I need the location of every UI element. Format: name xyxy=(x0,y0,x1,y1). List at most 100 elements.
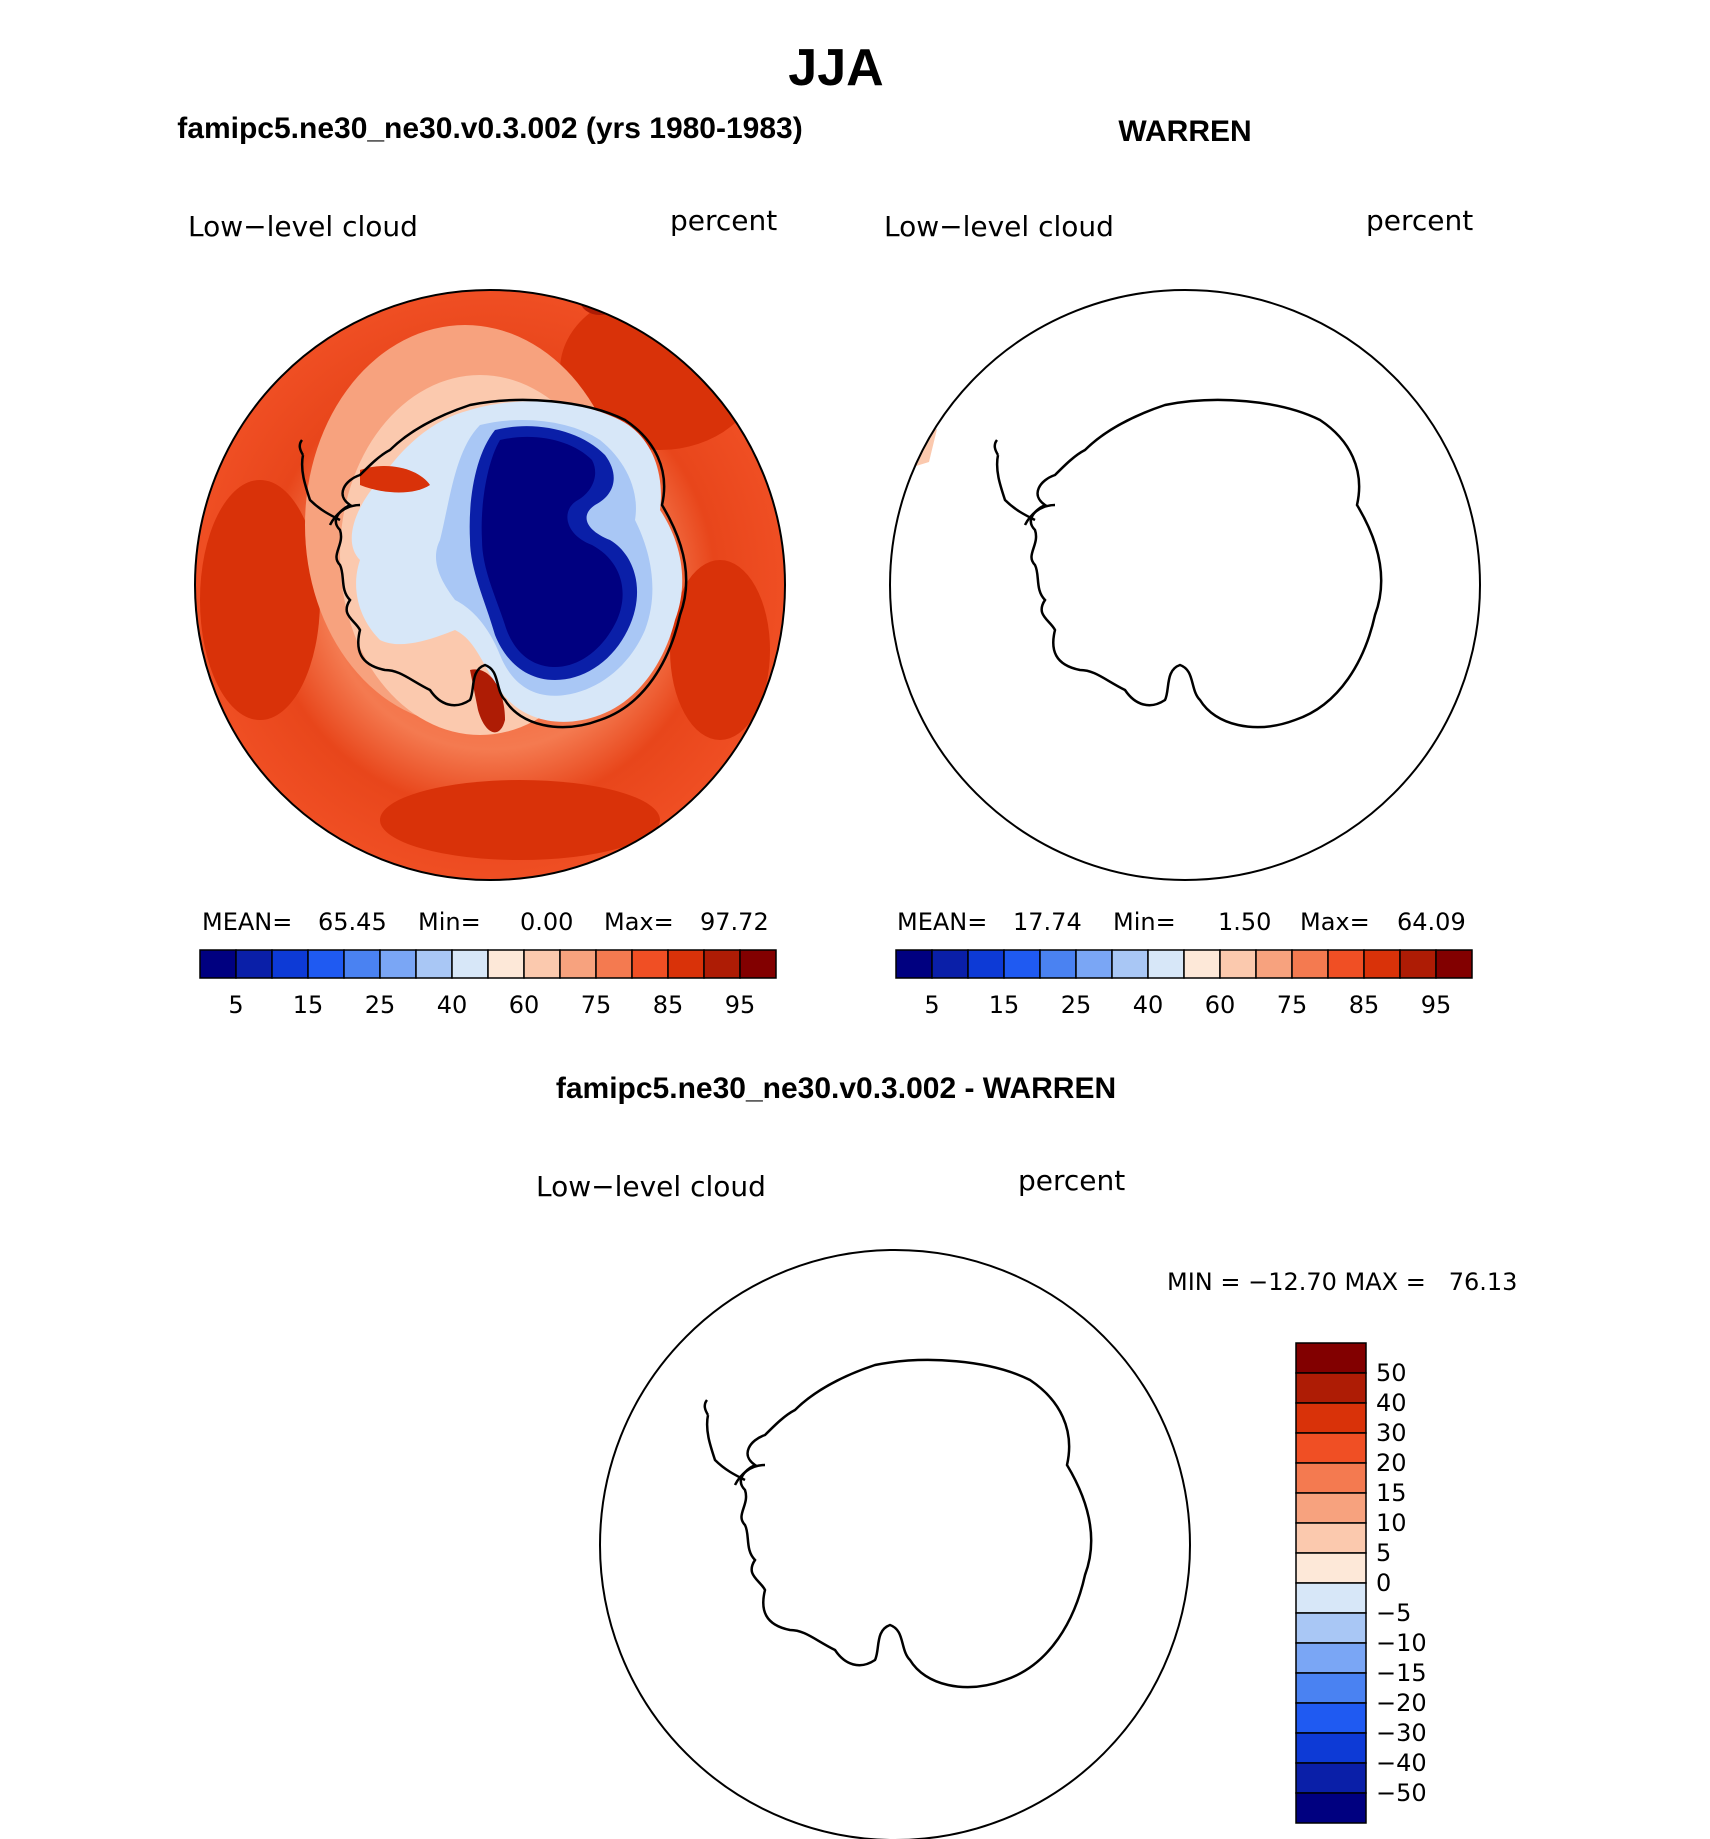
colorbar-box xyxy=(415,949,453,979)
colorbar-tick-label: −20 xyxy=(1376,1689,1427,1717)
antarctica-outline xyxy=(1029,398,1383,729)
colorbar-tick-label: 60 xyxy=(509,991,540,1019)
colorbar-box xyxy=(1003,949,1041,979)
cloud-patch xyxy=(380,780,660,860)
colorbar-tick-label: −50 xyxy=(1376,1779,1427,1807)
colorbar-box xyxy=(1255,949,1293,979)
colorbar-box xyxy=(1363,949,1401,979)
colorbar-tick-label: 25 xyxy=(365,991,396,1019)
colorbar-box xyxy=(1435,949,1473,979)
mean-value: 65.45 xyxy=(318,908,387,936)
colorbar-tick-label: 85 xyxy=(653,991,684,1019)
max-label: Max= xyxy=(1300,908,1370,936)
max-value: 97.72 xyxy=(700,908,769,936)
colorbar-box xyxy=(1295,1672,1367,1704)
colorbar-tick-label: 15 xyxy=(1376,1479,1407,1507)
panel-model-variable: Low−level cloud xyxy=(188,210,418,243)
colorbar-box xyxy=(667,949,705,979)
continent-low-cloud xyxy=(481,436,623,668)
panel-diff-units: percent xyxy=(1018,1164,1125,1197)
panel-model-title: famipc5.ne30_ne30.v0.3.002 (yrs 1980-198… xyxy=(177,112,802,145)
min-label: Min= xyxy=(1113,908,1176,936)
colorbar-box xyxy=(1327,949,1365,979)
colorbar-tick-label: 25 xyxy=(1061,991,1092,1019)
panel-model-map xyxy=(195,290,785,880)
colorbar-box xyxy=(1295,1342,1367,1374)
colorbar-box xyxy=(1295,1402,1367,1434)
colorbar-tick-label: 15 xyxy=(293,991,324,1019)
colorbar-tick-label: 5 xyxy=(1376,1539,1391,1567)
colorbar-tick-label: 15 xyxy=(989,991,1020,1019)
colorbar-box xyxy=(967,949,1005,979)
map-boundary xyxy=(194,289,786,881)
colorbar-tick-label: 75 xyxy=(581,991,612,1019)
antarctic-peninsula xyxy=(993,439,1056,526)
colorbar-box xyxy=(559,949,597,979)
min-label: Min= xyxy=(418,908,481,936)
colorbar-tick-label: 30 xyxy=(1376,1419,1407,1447)
colorbar-box xyxy=(1295,1612,1367,1644)
colorbar-box xyxy=(487,949,525,979)
colorbar-box xyxy=(1291,949,1329,979)
colorbar-tick-label: 75 xyxy=(1277,991,1308,1019)
colorbar-box xyxy=(451,949,489,979)
colorbar-box xyxy=(1295,1762,1367,1794)
colorbar-tick-label: 10 xyxy=(1376,1509,1407,1537)
colorbar-tick-label: 20 xyxy=(1376,1449,1407,1477)
cloud-patch xyxy=(360,465,430,493)
colorbar-box xyxy=(931,949,969,979)
panel-diff-title: famipc5.ne30_ne30.v0.3.002 - WARREN xyxy=(556,1072,1116,1105)
min-value: 1.50 xyxy=(1218,908,1271,936)
colorbar-tick-label: 5 xyxy=(228,991,243,1019)
panel-obs-title: WARREN xyxy=(1118,115,1251,148)
colorbar-box xyxy=(1295,1462,1367,1494)
mean-value: 17.74 xyxy=(1013,908,1082,936)
colorbar-box xyxy=(271,949,309,979)
colorbar-box xyxy=(1295,1642,1367,1674)
colorbar-box xyxy=(895,949,933,979)
figure-title: JJA xyxy=(788,39,883,97)
colorbar-tick-label: −15 xyxy=(1376,1659,1427,1687)
colorbar-tick-label: −10 xyxy=(1376,1629,1427,1657)
colorbar-box xyxy=(1111,949,1149,979)
colorbar-tick-label: 40 xyxy=(1133,991,1164,1019)
colorbar-box xyxy=(1039,949,1077,979)
colorbar-tick-label: 5 xyxy=(924,991,939,1019)
panel-model-stats: MEAN= 65.45 Min= 0.00 Max= 97.72 xyxy=(202,908,769,936)
antarctic-peninsula xyxy=(703,1399,766,1486)
colorbar-tick-label: 85 xyxy=(1349,991,1380,1019)
colorbar-box xyxy=(199,949,237,979)
colorbar-tick-label: −30 xyxy=(1376,1719,1427,1747)
colorbar-box xyxy=(523,949,561,979)
antarctic-peninsula xyxy=(298,439,361,526)
antarctica-outline xyxy=(739,1358,1093,1689)
colorbar-box xyxy=(1295,1582,1367,1614)
panel-obs-units: percent xyxy=(1366,204,1473,237)
colorbar-box xyxy=(1295,1432,1367,1464)
colorbar-box xyxy=(595,949,633,979)
max-value: 64.09 xyxy=(1397,908,1466,936)
cloud-patch xyxy=(470,669,505,733)
colorbar-box xyxy=(1295,1702,1367,1734)
colorbar-box xyxy=(1399,949,1437,979)
colorbar-box xyxy=(1295,1792,1367,1824)
panel-model-colorbar: 5 15 25 40 60 75 85 95 xyxy=(199,949,777,1019)
colorbar-box xyxy=(1219,949,1257,979)
colorbar-tick-label: 50 xyxy=(1376,1359,1407,1387)
colorbar-tick-label: 95 xyxy=(725,991,756,1019)
colorbar-box xyxy=(343,949,381,979)
map-boundary xyxy=(599,1249,1191,1839)
panel-obs-colorbar: 5 15 25 40 60 75 85 95 xyxy=(895,949,1473,1019)
colorbar-tick-label: 60 xyxy=(1205,991,1236,1019)
colorbar-box xyxy=(307,949,345,979)
panel-obs: WARREN Low−level cloud percent xyxy=(884,115,1481,881)
cloud-patch xyxy=(200,480,320,720)
cloud-patch xyxy=(670,560,770,740)
panel-diff: famipc5.ne30_ne30.v0.3.002 - WARREN Low−… xyxy=(536,1072,1517,1839)
panel-obs-stats: MEAN= 17.74 Min= 1.50 Max= 64.09 xyxy=(897,908,1466,936)
min-value: 0.00 xyxy=(520,908,573,936)
panel-model: famipc5.ne30_ne30.v0.3.002 (yrs 1980-198… xyxy=(177,112,803,881)
colorbar-tick-label: −5 xyxy=(1376,1599,1411,1627)
